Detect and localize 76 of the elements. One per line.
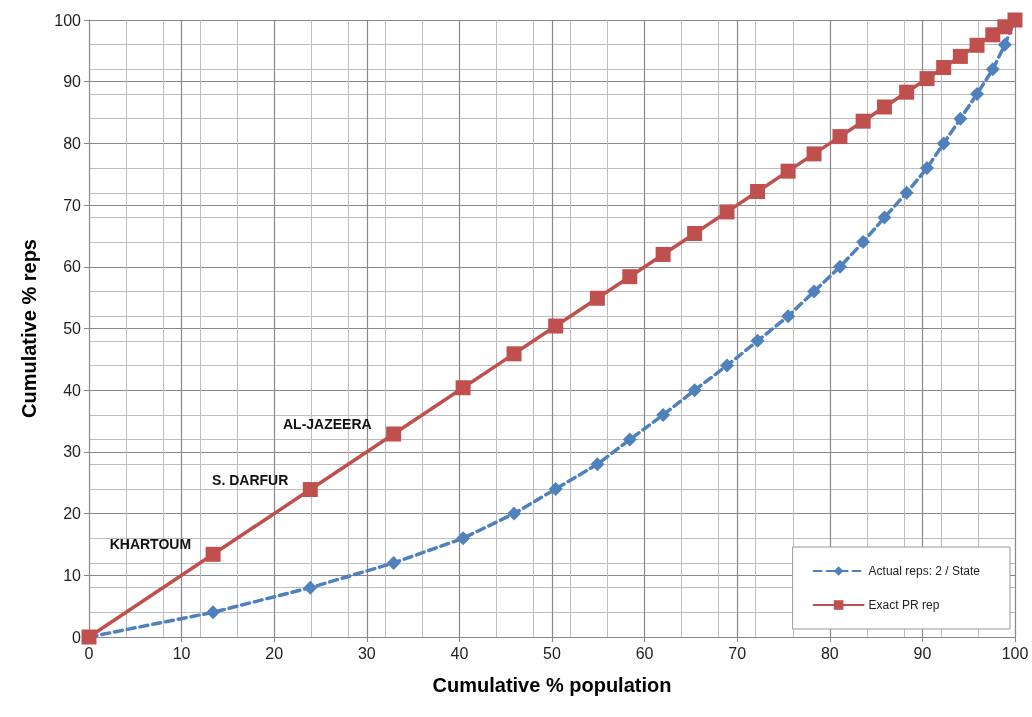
x-tick-label: 0 — [84, 644, 94, 662]
point — [590, 457, 605, 472]
point — [507, 506, 522, 521]
point — [655, 246, 671, 262]
point — [855, 113, 871, 129]
point — [206, 605, 221, 620]
point — [807, 284, 822, 299]
point — [970, 87, 985, 102]
point — [780, 163, 796, 179]
annotation: KHARTOUM — [109, 536, 192, 553]
x-tick-label: 80 — [820, 644, 839, 662]
y-tick-label: 90 — [63, 73, 82, 91]
point — [936, 136, 951, 151]
point — [936, 60, 952, 76]
x-tick-label: 40 — [450, 644, 469, 662]
legend-label: Exact PR rep — [868, 598, 940, 612]
point — [548, 481, 563, 496]
point — [506, 346, 522, 362]
x-axis-title: Cumulative % population — [432, 674, 672, 696]
point — [832, 129, 848, 145]
point — [302, 482, 318, 498]
x-tick-label: 100 — [1001, 644, 1029, 662]
y-tick-label: 20 — [63, 505, 82, 523]
point — [656, 407, 671, 422]
point — [806, 146, 822, 162]
x-tick-label: 50 — [543, 644, 561, 662]
y-tick-label: 10 — [63, 566, 82, 584]
point — [920, 161, 935, 176]
point — [386, 426, 402, 442]
legend-label: Actual reps: 2 / State — [868, 564, 981, 578]
point — [832, 259, 847, 274]
x-tick-label: 20 — [265, 644, 284, 662]
point — [919, 71, 935, 87]
point — [548, 318, 564, 334]
y-axis-title: Cumulative % reps — [18, 239, 40, 418]
point — [456, 531, 471, 546]
point — [205, 546, 221, 562]
point — [720, 358, 735, 373]
y-tick-label: 100 — [54, 11, 82, 29]
y-tick-label: 60 — [63, 258, 82, 276]
point — [899, 84, 915, 100]
point — [622, 269, 638, 285]
point — [985, 62, 1000, 77]
x-tick-label: 10 — [172, 644, 191, 662]
x-tick-label: 70 — [728, 644, 747, 662]
point — [750, 333, 765, 348]
point — [877, 210, 892, 225]
point — [455, 380, 471, 396]
point — [589, 290, 605, 306]
y-tick-label: 30 — [63, 443, 82, 461]
point — [386, 555, 401, 570]
point — [781, 309, 796, 324]
x-tick-label: 90 — [913, 644, 932, 662]
point — [985, 27, 1001, 43]
y-tick-label: 50 — [63, 320, 82, 337]
x-tick-label: 30 — [357, 644, 376, 662]
point — [750, 184, 766, 200]
x-tick-label: 60 — [635, 644, 654, 662]
y-tick-label: 40 — [63, 381, 82, 399]
point — [856, 235, 871, 250]
y-tick-label: 0 — [72, 628, 82, 646]
point — [899, 185, 914, 200]
y-tick-label: 80 — [63, 134, 82, 152]
point — [687, 383, 702, 398]
point — [952, 48, 968, 64]
point — [997, 37, 1012, 52]
point — [953, 111, 968, 126]
point — [622, 432, 637, 447]
annotation: AL-JAZEERA — [282, 416, 372, 433]
point — [719, 204, 735, 220]
point — [876, 99, 892, 115]
point — [303, 580, 318, 595]
point — [969, 37, 985, 53]
annotation: S. DARFUR — [212, 471, 289, 488]
point — [687, 225, 703, 241]
y-tick-label: 70 — [63, 196, 82, 214]
